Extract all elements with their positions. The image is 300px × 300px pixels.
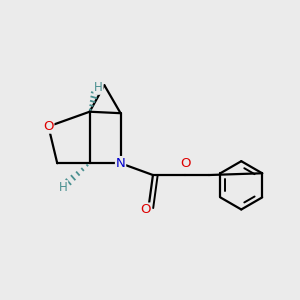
Text: H: H (94, 81, 103, 94)
Text: O: O (180, 157, 190, 170)
Text: H: H (59, 181, 68, 194)
Text: O: O (43, 120, 54, 133)
Text: N: N (116, 157, 125, 170)
Text: O: O (140, 203, 151, 216)
